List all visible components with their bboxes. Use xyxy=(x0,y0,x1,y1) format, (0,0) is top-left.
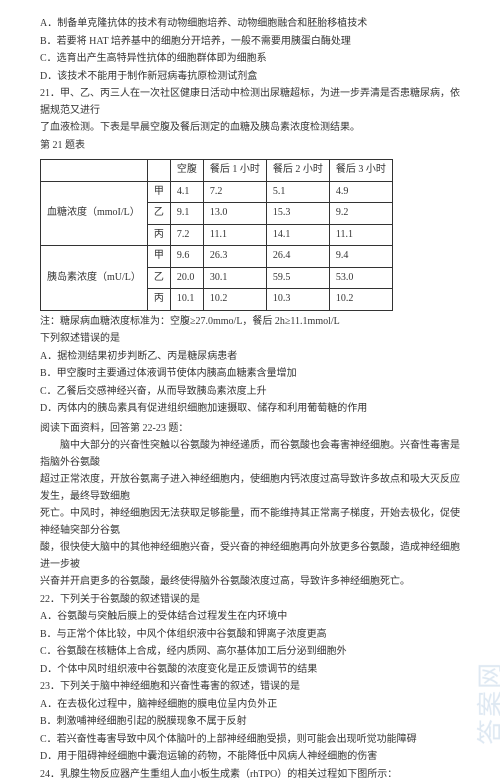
cell: 10.3 xyxy=(266,289,329,311)
q21-opt-b: B．甲空腹时主要通过体液调节使体内胰高血糖素含量增加 xyxy=(40,366,466,383)
q22-opt-c: C．谷氨酸在核糖体上合成，经内质网、高尔基体加工后分泌到细胞外 xyxy=(40,644,466,661)
cell: 13.0 xyxy=(203,203,266,225)
cell: 乙 xyxy=(147,203,170,225)
cell: 10.1 xyxy=(170,289,203,311)
table-title: 第 21 题表 xyxy=(40,138,466,155)
cell: 丙 xyxy=(147,224,170,246)
q21-opt-c: C．乙餐后交感神经兴奋，从而导致胰岛素浓度上升 xyxy=(40,384,466,401)
cell: 26.3 xyxy=(203,246,266,268)
passage-l4: 酸，很快使大脑中的其他神经细胞兴奋，受兴奋的神经细胞再向外放更多谷氨酸，造成神经… xyxy=(40,540,466,573)
cell: 乙 xyxy=(147,267,170,289)
cell: 甲 xyxy=(147,181,170,203)
q21-line2: 了血液检测。下表是早晨空腹及餐后测定的血糖及胰岛素浓度检测结果。 xyxy=(40,120,466,137)
q21-stem: 下列叙述错误的是 xyxy=(40,331,466,348)
cell: 甲 xyxy=(147,246,170,268)
opt-d: D．该技术不能用于制作新冠病毒抗原检测试剂盒 xyxy=(40,69,466,86)
opt-c: C．选育出产生高特异性抗体的细胞群体即为细胞系 xyxy=(40,51,466,68)
th-0 xyxy=(41,160,148,182)
cell: 26.4 xyxy=(266,246,329,268)
data-table: 空腹 餐后 1 小时 餐后 2 小时 餐后 3 小时 血糖浓度（mmoI/L） … xyxy=(40,159,393,311)
cell: 53.0 xyxy=(329,267,392,289)
passage-l3: 死亡。中风时，神经细胞因无法获取足够能量，而不能维持其正常离子梯度，开始去极化，… xyxy=(40,506,466,539)
q23-opt-b: B．刺激哺神经细胞引起的脱膜现象不属于反射 xyxy=(40,714,466,731)
q23-stem: 23．下列关于脑中神经细胞和兴奋性毒害的叙述，错误的是 xyxy=(40,679,466,696)
cell: 11.1 xyxy=(329,224,392,246)
cell: 丙 xyxy=(147,289,170,311)
cell: 15.3 xyxy=(266,203,329,225)
q21-opt-d: D．丙体内的胰岛素具有促进组织细胞加速摄取、储存和利用葡萄糖的作用 xyxy=(40,401,466,418)
passage-l5: 兴奋并开启更多的谷氨酸，最终使得脑外谷氨酸浓度过高，导致许多神经细胞死亡。 xyxy=(40,574,466,591)
cell: 9.4 xyxy=(329,246,392,268)
q22-stem: 22．下列关于谷氨酸的叙述错误的是 xyxy=(40,592,466,609)
th-2: 空腹 xyxy=(170,160,203,182)
th-5: 餐后 3 小时 xyxy=(329,160,392,182)
passage-l1: 脑中大部分的兴奋性突触以谷氨酸为神经递质，而谷氨酸也会毒害神经细胞。兴奋性毒害是… xyxy=(40,438,466,471)
cell: 20.0 xyxy=(170,267,203,289)
cell: 10.2 xyxy=(329,289,392,311)
q22-opt-b: B．与正常个体比较，中风个体组织液中谷氨酸和钾离子浓度更高 xyxy=(40,627,466,644)
cell: 4.9 xyxy=(329,181,392,203)
q23-opt-c: C．若兴奋性毒害导致中风个体脑叶的上部神经细胞受损，则可能会出现听觉功能障碍 xyxy=(40,732,466,749)
table-note: 注：糖尿病血糖浓度标准为：空腹≥27.0mmo/L，餐后 2h≥11.1mmol… xyxy=(40,314,466,331)
q21-line1: 21．甲、乙、丙三人在一次社区健康日活动中检测出尿糖超标，为进一步弄清是否患糖尿… xyxy=(40,86,466,119)
cell: 9.6 xyxy=(170,246,203,268)
cell: 血糖浓度（mmoI/L） xyxy=(41,181,148,246)
opt-b: B．若要将 HAT 培养基中的细胞分开培养，一般不需要用胰蛋白酶处理 xyxy=(40,34,466,51)
cell: 59.5 xyxy=(266,267,329,289)
cell: 10.2 xyxy=(203,289,266,311)
q21-opt-a: A．据检测结果初步判断乙、丙是糖尿病患者 xyxy=(40,349,466,366)
passage-intro: 阅读下面资料，回答第 22-23 题： xyxy=(40,421,466,438)
cell: 30.1 xyxy=(203,267,266,289)
q23-opt-a: A．在去极化过程中，脑神经细胞的膜电位呈内负外正 xyxy=(40,697,466,714)
cell: 9.1 xyxy=(170,203,203,225)
cell: 4.1 xyxy=(170,181,203,203)
cell: 9.2 xyxy=(329,203,392,225)
q24-stem: 24．乳腺生物反应器产生重组人血小板生成素（rhTPO）的相关过程如下图所示： xyxy=(40,767,466,783)
table-row: 胰岛素浓度（mU/L） 甲 9.6 26.3 26.4 9.4 xyxy=(41,246,393,268)
th-1 xyxy=(147,160,170,182)
th-4: 餐后 2 小时 xyxy=(266,160,329,182)
table-header-row: 空腹 餐后 1 小时 餐后 2 小时 餐后 3 小时 xyxy=(41,160,393,182)
cell: 胰岛素浓度（mU/L） xyxy=(41,246,148,311)
cell: 5.1 xyxy=(266,181,329,203)
passage-l2: 超过正常浓度，开放谷氨离子进入神经细胞内，使细胞内钙浓度过高导致许多故点和吸大灭… xyxy=(40,472,466,505)
table-row: 血糖浓度（mmoI/L） 甲 4.1 7.2 5.1 4.9 xyxy=(41,181,393,203)
th-3: 餐后 1 小时 xyxy=(203,160,266,182)
q22-opt-a: A．谷氨酸与突触后膜上的受体结合过程发生在内环境中 xyxy=(40,609,466,626)
cell: 7.2 xyxy=(170,224,203,246)
cell: 11.1 xyxy=(203,224,266,246)
q22-opt-d: D．个体中风时组织液中谷氨酸的浓度变化是正反馈调节的结果 xyxy=(40,662,466,679)
opt-a: A．制备单克隆抗体的技术有动物细胞培养、动物细胞融合和胚胎移植技术 xyxy=(40,16,466,33)
cell: 7.2 xyxy=(203,181,266,203)
q23-opt-d: D．用于阻碍神经细胞中囊泡运输的药物，不能降低中风病人神经细胞的伤害 xyxy=(40,749,466,766)
cell: 14.1 xyxy=(266,224,329,246)
